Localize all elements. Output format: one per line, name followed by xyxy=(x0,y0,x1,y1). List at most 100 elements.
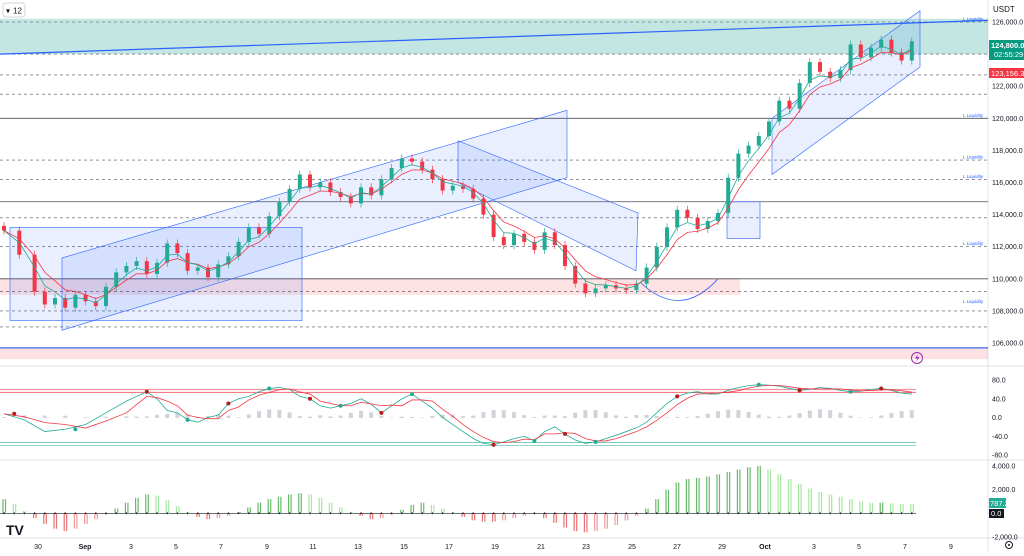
time-tick: 27 xyxy=(673,544,681,551)
time-tick: 3 xyxy=(812,544,816,551)
time-tick: Oct xyxy=(759,544,771,551)
momentum-bar xyxy=(696,477,698,514)
momentum-bar xyxy=(841,496,843,514)
momentum-zero-dot xyxy=(574,512,577,515)
oscillator-hist xyxy=(359,410,363,418)
candle-body xyxy=(206,267,210,278)
momentum-zero-dot xyxy=(706,512,709,515)
oscillator-hist xyxy=(42,415,47,418)
candle-body xyxy=(175,243,180,254)
oscillator-hist xyxy=(858,417,863,418)
candle-body xyxy=(389,168,394,180)
momentum-zero-dot xyxy=(502,512,505,515)
demand-zone xyxy=(0,278,740,295)
crossover-dot xyxy=(185,417,190,422)
oscillator-hist xyxy=(532,416,537,418)
momentum-bar xyxy=(379,513,381,519)
momentum-zero-dot xyxy=(186,512,189,515)
oscillator-hist xyxy=(165,413,170,418)
momentum-zero-dot xyxy=(400,512,403,515)
time-tick: 13 xyxy=(354,544,362,551)
momentum-bar xyxy=(494,513,496,522)
momentum-bar xyxy=(298,493,300,514)
oscillator-hist xyxy=(124,416,129,418)
candle-body xyxy=(767,121,771,136)
momentum-bar xyxy=(573,513,575,532)
interval-selector[interactable]: ▾ 12 xyxy=(2,2,26,18)
momentum-bar xyxy=(614,513,616,526)
oscillator-hist xyxy=(654,415,659,418)
oscillator-hist xyxy=(297,416,302,418)
momentum-bar xyxy=(208,513,211,520)
momentum-bar xyxy=(879,502,881,514)
oscillator-hist xyxy=(685,417,690,418)
oscillator-tick: 0.0 xyxy=(992,415,1002,422)
momentum-bar xyxy=(216,513,218,519)
momentum-bar xyxy=(33,513,35,519)
momentum-zero-dot xyxy=(910,512,913,515)
crossover-dot xyxy=(73,427,78,432)
oscillator-tick: 40.0 xyxy=(992,396,1006,403)
momentum-zero-dot xyxy=(319,512,322,515)
momentum-bar xyxy=(328,502,330,514)
momentum-bar xyxy=(634,513,636,516)
momentum-tick: -2,000.0 xyxy=(992,535,1018,542)
oscillator-hist xyxy=(665,417,669,418)
momentum-zero-dot xyxy=(196,512,199,515)
momentum-bar xyxy=(522,513,524,516)
oscillator-hist xyxy=(522,415,527,418)
oscillator-hist xyxy=(593,410,598,418)
lightning-icon[interactable] xyxy=(911,352,923,364)
time-tick: 29 xyxy=(718,544,726,551)
momentum-bar xyxy=(706,476,708,514)
momentum-bar xyxy=(882,502,884,514)
candle-body xyxy=(624,288,629,291)
candle-body xyxy=(246,227,251,242)
price-tick: 114,000.0 xyxy=(992,212,1023,219)
oscillator-hist xyxy=(175,412,180,418)
momentum-bar xyxy=(902,503,904,514)
time-tick: 11 xyxy=(309,544,316,551)
momentum-bar xyxy=(675,482,677,514)
momentum-bar xyxy=(206,513,208,520)
candle-body xyxy=(818,62,822,72)
momentum-zero-dot xyxy=(329,512,332,515)
candle-body xyxy=(848,44,853,71)
momentum-zero-dot xyxy=(870,512,872,515)
oscillator-hist xyxy=(675,416,680,418)
candle-body xyxy=(399,158,404,169)
momentum-bar xyxy=(583,513,585,533)
candle-body xyxy=(236,241,241,257)
liquidity-label: L Liquidity xyxy=(963,241,984,246)
tradingview-logo[interactable]: TV xyxy=(6,522,25,538)
momentum-bar xyxy=(420,502,422,514)
momentum-zero-dot xyxy=(819,512,821,515)
momentum-bar xyxy=(300,493,302,514)
crossover-dot xyxy=(12,411,17,416)
oscillator-hist xyxy=(705,413,710,418)
settings-gear-icon[interactable] xyxy=(1005,541,1013,549)
candle-body xyxy=(644,267,649,284)
ema-price-tag: 123,156.3 xyxy=(989,68,1024,78)
momentum-bar xyxy=(736,469,738,514)
candle-body xyxy=(134,261,139,266)
momentum-zero-dot xyxy=(166,512,169,515)
oscillator-hist xyxy=(909,410,914,418)
momentum-zero-dot xyxy=(74,512,77,515)
momentum-zero-dot xyxy=(686,512,689,515)
momentum-zero-dot xyxy=(176,512,179,515)
momentum-bar xyxy=(900,503,902,514)
momentum-zero-dot xyxy=(543,512,546,515)
momentum-bar xyxy=(359,513,361,516)
oscillator-hist xyxy=(869,417,873,418)
price-tick: 126,000.0 xyxy=(992,20,1023,27)
trendline xyxy=(0,19,989,55)
candle-body xyxy=(573,265,578,284)
oscillator-hist xyxy=(695,416,700,418)
price-tick: 112,000.0 xyxy=(992,244,1023,251)
time-tick: 5 xyxy=(174,544,178,551)
candle-body xyxy=(716,212,720,222)
momentum-bar xyxy=(441,508,443,514)
